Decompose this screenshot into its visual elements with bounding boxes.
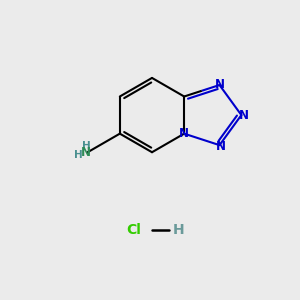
Text: Cl: Cl bbox=[126, 223, 141, 237]
Text: H: H bbox=[172, 223, 184, 237]
Text: N: N bbox=[215, 78, 225, 91]
Text: H: H bbox=[74, 150, 82, 160]
Text: N: N bbox=[81, 146, 91, 159]
Text: N: N bbox=[179, 127, 189, 140]
Text: H: H bbox=[82, 141, 91, 151]
Text: N: N bbox=[216, 140, 226, 153]
Text: N: N bbox=[239, 109, 249, 122]
